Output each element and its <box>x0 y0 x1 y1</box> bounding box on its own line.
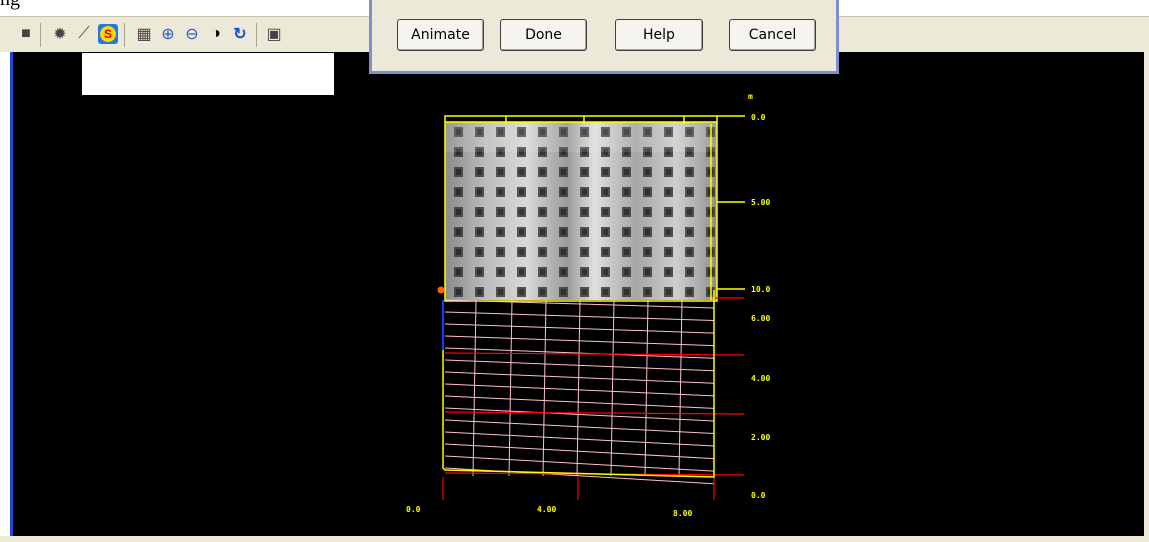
grid-icon[interactable]: ▦ <box>136 26 152 43</box>
upper-frame <box>444 115 745 302</box>
graph-icon[interactable]: ⟋ <box>78 25 90 42</box>
animation-dialog: Animate Done Help Cancel <box>369 0 839 74</box>
zoom-in-icon[interactable]: ⊕ <box>161 26 175 43</box>
toolbar-separator <box>256 23 257 47</box>
surface-image <box>445 122 717 300</box>
right-axis-tick: 2.00 <box>751 433 770 442</box>
mesh-column-line <box>678 299 683 477</box>
mesh-row-line <box>444 419 715 434</box>
top-text-fragment: ng <box>0 0 20 11</box>
right-axis-tick: 0.0 <box>751 113 766 122</box>
right-axis-tick: 6.00 <box>751 314 770 323</box>
zoom-out-icon[interactable]: ⊖ <box>185 26 199 43</box>
mesh-row-line <box>444 431 715 447</box>
mesh-column-line <box>542 299 547 477</box>
mesh-row-line <box>444 455 715 472</box>
bottom-axis-tick: 0.0 <box>406 505 421 514</box>
mesh-row-line <box>444 371 715 384</box>
mesh-column-line <box>610 299 615 477</box>
mesh-row-line <box>444 383 715 397</box>
bottom-axis-tick: 4.00 <box>537 505 556 514</box>
mesh-row-line <box>444 359 715 372</box>
right-axis-tick: 4.00 <box>751 374 770 383</box>
lower-grid <box>437 286 745 500</box>
mesh-row-line <box>444 407 715 422</box>
window-border-right <box>1144 52 1149 542</box>
right-axis-tick: 5.00 <box>751 198 770 207</box>
s-logo-icon[interactable]: S <box>98 24 118 44</box>
animate-button[interactable]: Animate <box>397 19 484 51</box>
done-button[interactable]: Done <box>500 19 587 51</box>
help-button[interactable]: Help <box>615 19 703 51</box>
shape-icon[interactable]: ■ <box>21 25 31 42</box>
axis-unit-label: m <box>748 92 753 101</box>
gear-icon[interactable]: ✹ <box>53 26 67 43</box>
rotate-icon[interactable]: ↻ <box>233 26 247 43</box>
right-axis-tick: 0.0 <box>751 491 766 500</box>
partial-icon[interactable]: ▣ <box>266 26 282 43</box>
red-grid-line <box>444 352 745 356</box>
mesh-column-line <box>472 299 477 477</box>
mesh-row-line <box>444 395 715 409</box>
mesh-column-line <box>576 299 581 477</box>
red-grid-line <box>444 411 745 415</box>
blank-text-box <box>82 53 334 95</box>
window-border-bottom <box>0 536 1149 542</box>
right-axis-tick: 10.0 <box>751 285 770 294</box>
cancel-button[interactable]: Cancel <box>729 19 816 51</box>
contrast-icon[interactable]: ◑ <box>211 25 221 42</box>
mesh-row-line <box>444 443 715 460</box>
mesh-column-line <box>644 299 649 477</box>
toolbar-separator <box>40 23 41 47</box>
mesh-column-line <box>508 299 513 477</box>
bottom-axis-tick: 8.00 <box>673 509 692 518</box>
toolbar-separator <box>124 23 125 47</box>
